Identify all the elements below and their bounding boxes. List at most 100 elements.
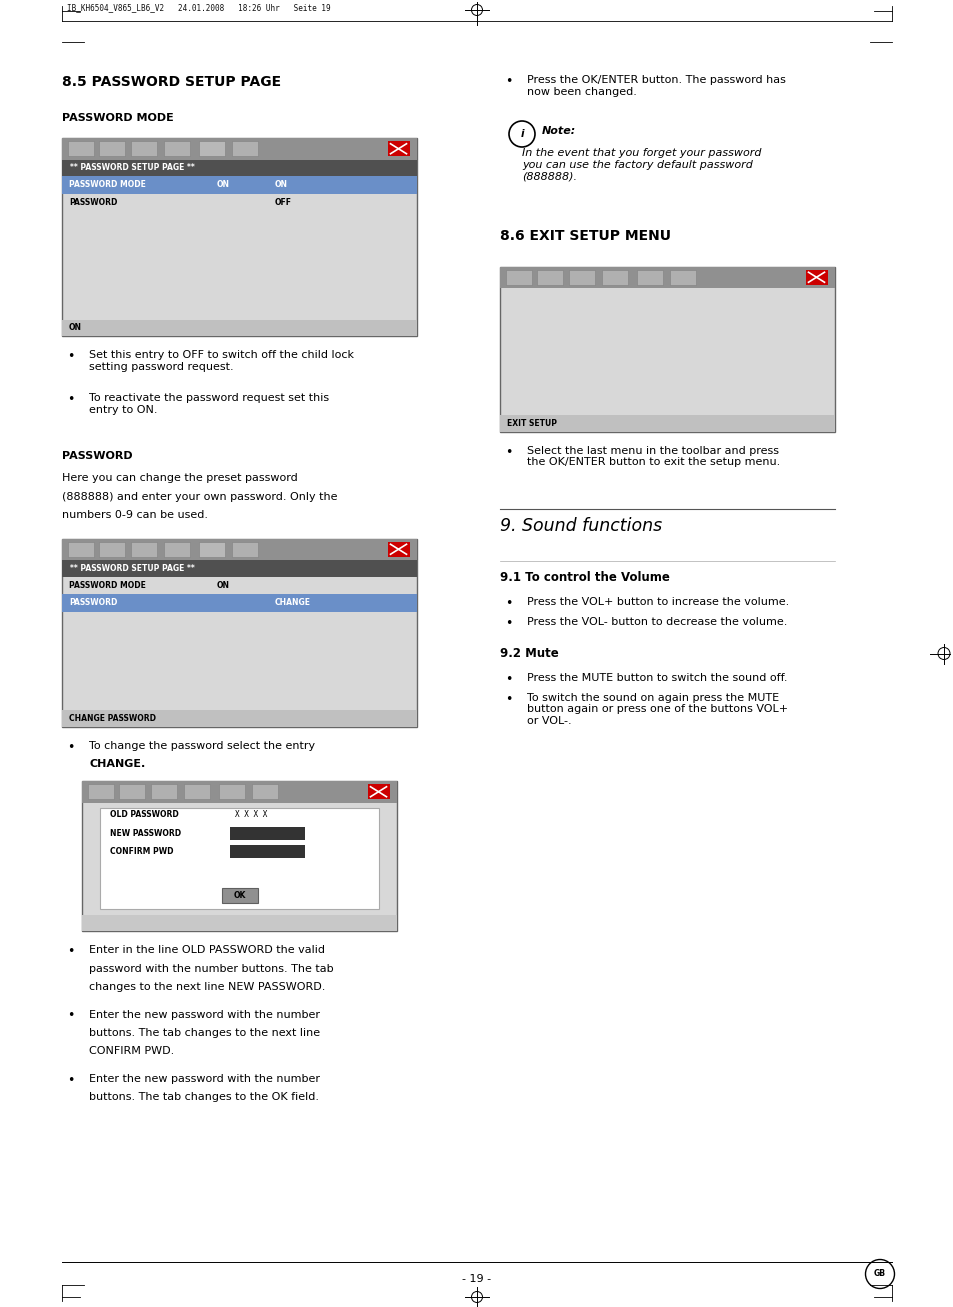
Text: To reactivate the password request set this
entry to ON.: To reactivate the password request set t… — [89, 393, 329, 414]
Bar — [62, 159, 416, 176]
Text: buttons. The tab changes to the OK field.: buttons. The tab changes to the OK field… — [89, 1093, 318, 1103]
Text: To change the password select the entry: To change the password select the entry — [89, 741, 314, 750]
Bar — [62, 176, 267, 193]
Text: 9.1 To control the Volume: 9.1 To control the Volume — [499, 570, 669, 583]
Text: PASSWORD MODE: PASSWORD MODE — [69, 580, 146, 589]
Text: 9.2 Mute: 9.2 Mute — [499, 647, 558, 660]
Text: ** PASSWORD SETUP PAGE **: ** PASSWORD SETUP PAGE ** — [70, 163, 194, 173]
Bar — [267, 593, 416, 612]
Bar — [230, 826, 305, 839]
Bar — [164, 141, 190, 157]
Bar — [164, 541, 190, 557]
Bar — [601, 269, 627, 285]
Bar — [221, 887, 257, 903]
Bar — [230, 846, 305, 859]
Text: PASSWORD: PASSWORD — [69, 197, 117, 207]
Text: OK: OK — [233, 891, 246, 899]
Text: In the event that you forget your password
you can use the factory default passw: In the event that you forget your passwo… — [521, 148, 760, 182]
Text: - 19 -: - 19 - — [462, 1274, 491, 1283]
Bar — [267, 176, 416, 193]
Text: password with the number buttons. The tab: password with the number buttons. The ta… — [89, 963, 334, 974]
Text: CHANGE PASSWORD: CHANGE PASSWORD — [69, 714, 156, 723]
Text: Here you can change the preset password: Here you can change the preset password — [62, 473, 297, 484]
Text: PASSWORD MODE: PASSWORD MODE — [69, 180, 146, 190]
Text: GB: GB — [873, 1269, 885, 1278]
Bar — [219, 784, 245, 800]
Bar — [151, 784, 177, 800]
Bar — [82, 782, 396, 802]
Bar — [62, 139, 416, 159]
Bar — [62, 319, 416, 336]
Text: numbers 0-9 can be used.: numbers 0-9 can be used. — [62, 510, 208, 520]
Text: (888888) and enter your own password. Only the: (888888) and enter your own password. On… — [62, 491, 337, 502]
Bar — [199, 141, 225, 157]
Bar — [505, 269, 532, 285]
Text: Enter the new password with the number: Enter the new password with the number — [89, 1009, 319, 1019]
Bar — [499, 267, 834, 431]
Bar — [637, 269, 662, 285]
Text: •: • — [67, 945, 74, 958]
Text: 9. Sound functions: 9. Sound functions — [499, 516, 661, 535]
Text: •: • — [67, 1074, 74, 1087]
Text: X X X X: X X X X — [234, 810, 267, 819]
Bar — [232, 141, 257, 157]
Bar — [232, 541, 257, 557]
Bar — [99, 541, 125, 557]
Text: IB_KH6504_V865_LB6_V2   24.01.2008   18:26 Uhr   Seite 19: IB_KH6504_V865_LB6_V2 24.01.2008 18:26 U… — [67, 4, 331, 13]
Bar — [669, 269, 696, 285]
Text: i: i — [519, 129, 523, 139]
Bar — [62, 559, 416, 576]
Text: •: • — [504, 446, 512, 459]
Text: ON: ON — [216, 180, 230, 190]
Bar — [252, 784, 277, 800]
Bar — [499, 416, 834, 431]
Text: •: • — [504, 673, 512, 685]
Bar — [131, 541, 157, 557]
Text: Enter the new password with the number: Enter the new password with the number — [89, 1074, 319, 1084]
Bar — [68, 541, 94, 557]
Bar — [119, 784, 145, 800]
Text: CHANGE: CHANGE — [274, 599, 311, 608]
Bar — [367, 784, 389, 800]
Text: •: • — [504, 596, 512, 609]
Bar — [62, 710, 416, 727]
Bar — [62, 538, 416, 559]
Text: OFF: OFF — [274, 197, 292, 207]
Text: Press the VOL+ button to increase the volume.: Press the VOL+ button to increase the vo… — [526, 596, 788, 606]
Bar — [62, 139, 416, 336]
Bar — [184, 784, 210, 800]
Bar — [99, 141, 125, 157]
Text: OLD PASSWORD: OLD PASSWORD — [110, 810, 178, 819]
Text: Enter in the line OLD PASSWORD the valid: Enter in the line OLD PASSWORD the valid — [89, 945, 325, 955]
Text: ON: ON — [216, 580, 230, 589]
Bar — [82, 782, 396, 931]
Bar — [568, 269, 595, 285]
Bar — [62, 538, 416, 727]
Text: PASSWORD MODE: PASSWORD MODE — [62, 112, 173, 123]
Bar — [131, 141, 157, 157]
Text: •: • — [67, 350, 74, 363]
Text: To switch the sound on again press the MUTE
button again or press one of the but: To switch the sound on again press the M… — [526, 693, 787, 725]
Text: •: • — [67, 1009, 74, 1022]
Text: PASSWORD: PASSWORD — [62, 451, 132, 461]
Text: CHANGE.: CHANGE. — [89, 759, 145, 769]
Bar — [62, 593, 267, 612]
Bar — [499, 267, 834, 288]
Bar — [82, 915, 396, 931]
Text: CONFIRM PWD: CONFIRM PWD — [110, 847, 173, 856]
Text: buttons. The tab changes to the next line: buttons. The tab changes to the next lin… — [89, 1029, 320, 1038]
Text: Press the OK/ENTER button. The password has
now been changed.: Press the OK/ENTER button. The password … — [526, 74, 785, 97]
Bar — [199, 541, 225, 557]
Text: •: • — [67, 393, 74, 406]
Text: EXIT SETUP: EXIT SETUP — [506, 418, 557, 427]
Bar — [387, 141, 409, 157]
Text: 8.5 PASSWORD SETUP PAGE: 8.5 PASSWORD SETUP PAGE — [62, 74, 281, 89]
Text: Note:: Note: — [541, 125, 576, 136]
Text: PASSWORD: PASSWORD — [69, 599, 117, 608]
Text: CONFIRM PWD.: CONFIRM PWD. — [89, 1047, 174, 1056]
Text: NEW PASSWORD: NEW PASSWORD — [110, 829, 181, 838]
Text: ** PASSWORD SETUP PAGE **: ** PASSWORD SETUP PAGE ** — [70, 563, 194, 572]
Text: Set this entry to OFF to switch off the child lock
setting password request.: Set this entry to OFF to switch off the … — [89, 350, 354, 371]
Bar — [387, 541, 409, 557]
Bar — [68, 141, 94, 157]
